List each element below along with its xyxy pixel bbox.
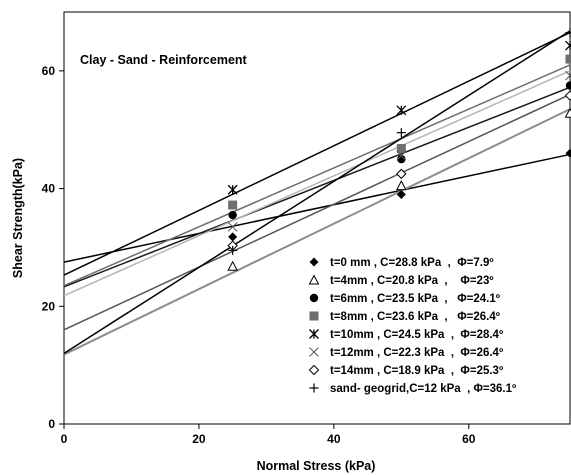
fit-line-2: [63, 86, 571, 288]
fit-line-1: [63, 108, 571, 356]
axes: 0 20 40 60 0 20 40 60: [42, 64, 476, 446]
x-tick-label: 20: [192, 432, 206, 446]
plot-area-frame: [63, 11, 571, 425]
legend-label-0: t=0 mm , C=28.8 kPa , Φ=7.9º: [330, 257, 494, 269]
fit-lines: [63, 30, 571, 356]
fit-line-7: [63, 30, 571, 355]
data-point-s4-1: [396, 105, 407, 116]
data-point-s7-1: [396, 128, 406, 138]
triangle-marker: [564, 107, 571, 118]
diamond-open-marker: [308, 364, 320, 376]
y-tick-label: 40: [42, 182, 56, 196]
square-marker: [228, 200, 238, 210]
data-point-s2-2: [565, 81, 571, 90]
legend-marker-3: [309, 311, 319, 321]
x-stroke: [309, 347, 319, 357]
data-points: [227, 28, 571, 271]
data-point-s0-1: [396, 189, 406, 199]
circle-marker: [565, 81, 571, 90]
data-point-s7-0: [228, 245, 238, 255]
data-point-s4-2: [565, 40, 571, 51]
data-point-s5-2: [565, 70, 571, 81]
square-marker: [565, 54, 571, 64]
y-tick-label: 0: [48, 417, 55, 431]
x-stroke: [227, 221, 238, 232]
chart-title: Clay - Sand - Reinforcement: [80, 53, 248, 67]
x-tick-label: 60: [462, 432, 476, 446]
legend-label-2: t=6mm , C=23.5 kPa , Φ=24.1º: [330, 293, 500, 305]
data-point-s1-1: [396, 180, 407, 191]
legend-marker-4: [309, 329, 319, 339]
diamond-marker: [309, 257, 319, 267]
triangle-marker: [308, 274, 320, 285]
triangle-marker: [396, 180, 407, 191]
diamond-marker: [228, 232, 238, 242]
diamond-marker: [565, 148, 571, 158]
legend-marker-0: [309, 257, 319, 267]
legend-label-5: t=12mm , C=22.3 kPa , Φ=26.4º: [330, 347, 503, 359]
data-point-s1-0: [227, 260, 238, 271]
data-point-s0-0: [228, 232, 238, 242]
circle-marker: [228, 210, 237, 220]
data-point-s2-0: [228, 210, 237, 220]
legend-label-3: t=8mm , C=23.6 kPa , Φ=26.4º: [330, 311, 500, 323]
legend-marker-6: [308, 364, 320, 376]
fit-line-6: [63, 93, 571, 331]
circle-marker: [309, 293, 319, 303]
diamond-open-marker: [564, 90, 571, 101]
fit-line-5: [63, 70, 571, 297]
legend-marker-7: [309, 383, 319, 393]
x-tick-label: 0: [61, 432, 68, 446]
fit-line-0: [63, 153, 571, 263]
legend-label-7: sand- geogrid,C=12 kPa , Φ=36.1º: [330, 383, 516, 395]
data-point-s3-1: [396, 144, 406, 154]
fit-line-3: [63, 64, 571, 287]
data-point-s0-2: [565, 148, 571, 158]
data-point-s5-0: [227, 221, 238, 232]
legend-label-6: t=14mm , C=18.9 kPa , Φ=25.3º: [330, 365, 503, 377]
square-marker: [396, 144, 406, 154]
x-stroke: [565, 73, 571, 81]
data-point-s5-1: [396, 150, 407, 161]
legend-marker-1: [308, 274, 320, 285]
data-point-s6-1: [396, 168, 407, 180]
legend-label-1: t=4mm , C=20.8 kPa , Φ=23º: [330, 275, 494, 287]
x-tick-label: 40: [327, 432, 341, 446]
diamond-marker: [396, 189, 406, 199]
data-point-s7-2: [565, 28, 571, 38]
data-point-s4-0: [227, 184, 238, 195]
data-point-s3-0: [228, 200, 238, 210]
legend-marker-2: [309, 293, 319, 303]
y-tick-label: 60: [42, 64, 56, 78]
x-stroke: [396, 150, 407, 161]
diamond-open-marker: [396, 168, 407, 180]
data-point-s1-2: [564, 107, 571, 118]
legend-label-4: t=10mm , C=24.5 kPa , Φ=28.4º: [330, 329, 503, 341]
triangle-marker: [227, 260, 238, 271]
data-point-s3-2: [565, 54, 571, 64]
data-point-s6-2: [564, 90, 571, 101]
y-axis-title: Shear Strength(kPa): [11, 158, 25, 278]
x-axis-title: Normal Stress (kPa): [257, 459, 376, 473]
y-tick-label: 20: [42, 299, 56, 313]
square-marker: [309, 311, 319, 321]
fit-line-4: [63, 31, 571, 276]
legend-marker-5: [309, 347, 319, 357]
legend: t=0 mm , C=28.8 kPa , Φ=7.9º t=4mm , C=20…: [308, 257, 516, 395]
